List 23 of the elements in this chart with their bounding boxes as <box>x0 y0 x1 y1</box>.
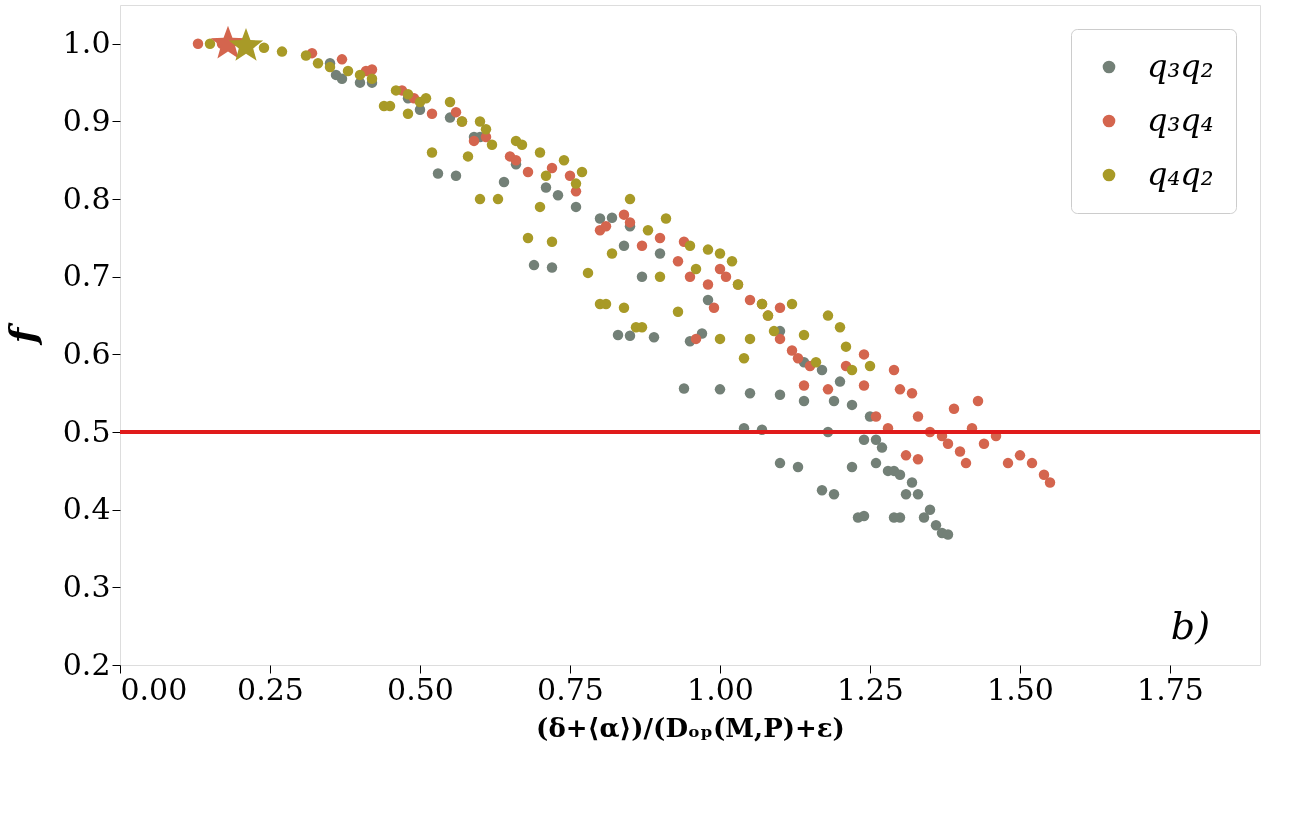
y-tick-label: 0.4 <box>62 491 111 527</box>
x-axis-title: (δ+⟨α⟩)/(Dₒₚ(M,P)+ε) <box>536 712 845 743</box>
y-tick-label: 0.9 <box>62 102 111 138</box>
y-axis-title: f <box>0 322 43 347</box>
x-tick-label: 1.25 <box>837 671 904 707</box>
y-tick-label: 0.3 <box>62 568 111 604</box>
x-tick-label: 0.75 <box>537 671 604 707</box>
y-tick-label: 1.0 <box>62 25 111 61</box>
y-tick-label: 0.6 <box>62 335 111 371</box>
x-tick-label: 0.25 <box>237 671 304 707</box>
x-tick-label: 1.00 <box>687 671 754 707</box>
legend-label: q₄q₂ <box>1147 155 1214 193</box>
x-tick-label: 1.50 <box>987 671 1054 707</box>
x-tick-label: 0.50 <box>387 671 454 707</box>
y-tick-label: 0.7 <box>62 258 111 294</box>
y-tick-label: 0.8 <box>62 180 111 216</box>
y-tick-label: 0.5 <box>62 413 111 449</box>
legend-label: q₃q₂ <box>1147 47 1214 85</box>
x-tick-label: 1.75 <box>1137 671 1204 707</box>
legend-label: q₃q₄ <box>1147 101 1214 139</box>
annotation: b) <box>1170 604 1210 648</box>
x-tick-label: 0.00 <box>120 671 188 707</box>
y-tick-label: 0.2 <box>62 646 111 682</box>
